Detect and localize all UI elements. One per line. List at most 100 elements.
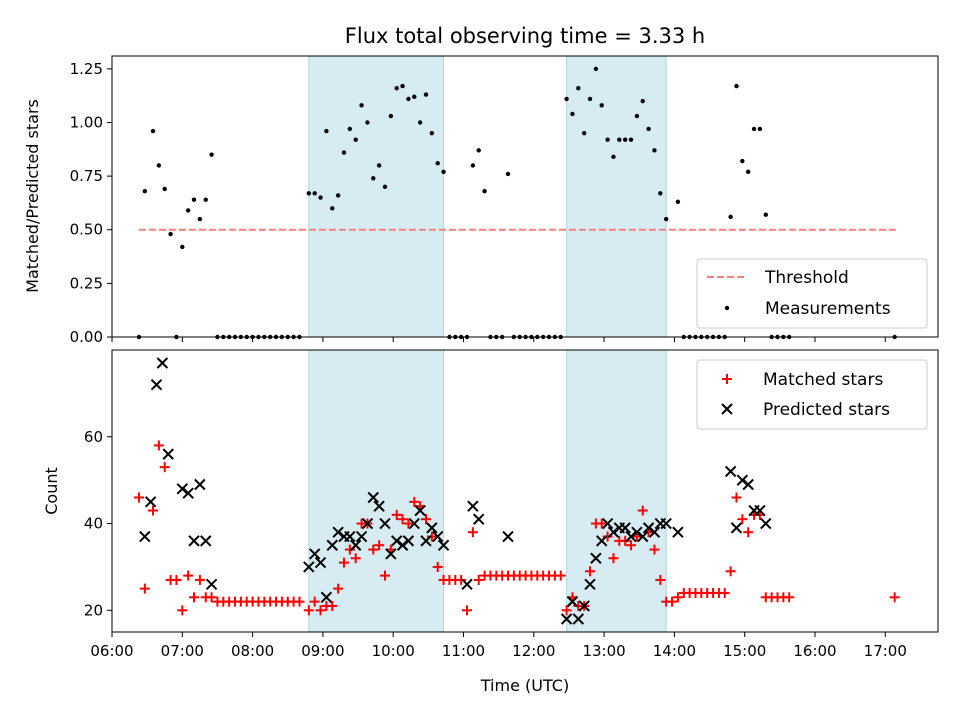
measurement-point bbox=[757, 126, 763, 132]
measurement-point bbox=[429, 131, 435, 136]
predicted-star-point bbox=[308, 548, 321, 560]
measurement-point bbox=[353, 137, 358, 142]
predicted-star-point bbox=[200, 535, 212, 547]
matched-star-point bbox=[626, 540, 637, 551]
y-tick-label: 1.25 bbox=[70, 60, 103, 78]
matched-star-point bbox=[171, 574, 182, 585]
measurement-point bbox=[476, 148, 481, 153]
matched-star-point bbox=[315, 605, 326, 616]
measurement-point bbox=[423, 92, 429, 97]
predicted-star-point bbox=[150, 379, 163, 391]
predicted-star-point bbox=[385, 548, 397, 560]
x-tick-label: 06:00 bbox=[90, 642, 133, 660]
matched-star-point bbox=[725, 566, 736, 577]
x-tick-label: 08:00 bbox=[231, 642, 274, 660]
y-tick-label: 40 bbox=[84, 515, 103, 533]
ratio-panel-ticks: 0.00 0.25 0.50 0.75 1.00 1.25 bbox=[70, 60, 886, 346]
x-tick-label: 13:00 bbox=[582, 642, 625, 660]
measurement-point bbox=[180, 244, 185, 250]
matched-star-point bbox=[327, 600, 338, 611]
measurement-point bbox=[763, 212, 768, 217]
measurement-point bbox=[359, 103, 364, 108]
predicted-star-point bbox=[607, 526, 620, 538]
y-tick-label: 0.75 bbox=[70, 167, 103, 185]
measurement-point bbox=[162, 186, 167, 192]
matched-star-point bbox=[655, 574, 666, 585]
predicted-star-point bbox=[648, 526, 661, 538]
predicted-star-point bbox=[367, 491, 379, 504]
x-tick-label: 12:00 bbox=[512, 642, 555, 660]
predicted-star-point bbox=[619, 522, 631, 534]
matched-star-point bbox=[432, 561, 443, 572]
measurement-point bbox=[605, 137, 610, 142]
measurement-point bbox=[675, 199, 681, 205]
count-panel-legend: Matched stars Predicted stars bbox=[696, 359, 928, 430]
predicted-star-point bbox=[396, 539, 409, 551]
matched-star-point bbox=[177, 605, 188, 616]
matched-star-point bbox=[391, 509, 402, 520]
y-tick-label: 0.00 bbox=[70, 328, 103, 346]
measurement-point bbox=[203, 197, 208, 202]
measurement-point bbox=[740, 158, 745, 164]
predicted-star-point bbox=[637, 530, 649, 543]
matched-star-point bbox=[731, 492, 742, 503]
matched-star-point bbox=[555, 570, 566, 581]
measurement-point bbox=[505, 171, 511, 177]
matched-star-point bbox=[602, 531, 613, 542]
matched-star-point bbox=[667, 596, 678, 607]
predicted-star-point bbox=[631, 526, 643, 538]
measurement-point bbox=[728, 214, 733, 220]
x-tick-label: 15:00 bbox=[723, 642, 766, 660]
measurement-point bbox=[365, 120, 370, 125]
measurement-point bbox=[324, 128, 329, 134]
x-tick-label: 14:00 bbox=[653, 642, 696, 660]
matched-star-point bbox=[379, 570, 390, 581]
predicted-star-point bbox=[584, 578, 596, 590]
predicted-star-point bbox=[560, 613, 573, 625]
matched-star-point bbox=[889, 592, 900, 603]
legend-box bbox=[696, 359, 928, 430]
predicted-star-point bbox=[361, 517, 374, 530]
measurement-point bbox=[745, 169, 751, 175]
matched-star-point bbox=[620, 535, 631, 546]
predicted-star-point bbox=[736, 474, 749, 486]
predicted-star-point bbox=[156, 357, 169, 369]
predicted-star-point bbox=[754, 504, 766, 517]
measurement-point bbox=[341, 150, 347, 155]
y-tick-label: 20 bbox=[84, 601, 103, 619]
predicted-star-point bbox=[426, 522, 438, 534]
legend-label-threshold: Threshold bbox=[764, 268, 849, 288]
predicted-star-point bbox=[205, 578, 218, 590]
matched-star-point bbox=[139, 583, 150, 594]
predicted-star-point bbox=[461, 578, 473, 590]
measurement-point bbox=[209, 152, 214, 157]
measurement-point bbox=[482, 188, 487, 194]
predicted-star-point bbox=[566, 595, 579, 608]
measurement-point bbox=[330, 206, 335, 211]
count-panel-frame bbox=[111, 349, 939, 633]
matched-star-point bbox=[473, 574, 484, 585]
count-panel-ylabel: Count bbox=[42, 467, 61, 515]
matched-star-point bbox=[672, 592, 683, 603]
matched-star-point bbox=[374, 540, 385, 551]
measurement-point bbox=[394, 85, 399, 91]
ratio-panel-legend: Threshold Measurements bbox=[696, 258, 928, 329]
measurement-point bbox=[371, 176, 376, 181]
predicted-star-point bbox=[660, 517, 672, 530]
predicted-star-point bbox=[326, 539, 338, 551]
matched-star-point bbox=[333, 583, 344, 594]
measurement-point bbox=[628, 137, 634, 142]
predicted-star-point bbox=[373, 500, 385, 512]
observing-window-2 bbox=[566, 55, 667, 338]
matched-star-point bbox=[409, 496, 420, 507]
measurement-point bbox=[570, 111, 575, 117]
predicted-star-point bbox=[596, 535, 608, 547]
measurement-point bbox=[388, 113, 394, 119]
y-tick-label: 60 bbox=[84, 428, 103, 446]
y-tick-label: 0.25 bbox=[70, 274, 103, 292]
predicted-star-point bbox=[303, 561, 315, 573]
x-tick-label: 17:00 bbox=[864, 642, 907, 660]
measurement-point bbox=[587, 96, 593, 102]
predicted-star-point bbox=[590, 552, 602, 564]
matched-star-point bbox=[368, 544, 379, 555]
